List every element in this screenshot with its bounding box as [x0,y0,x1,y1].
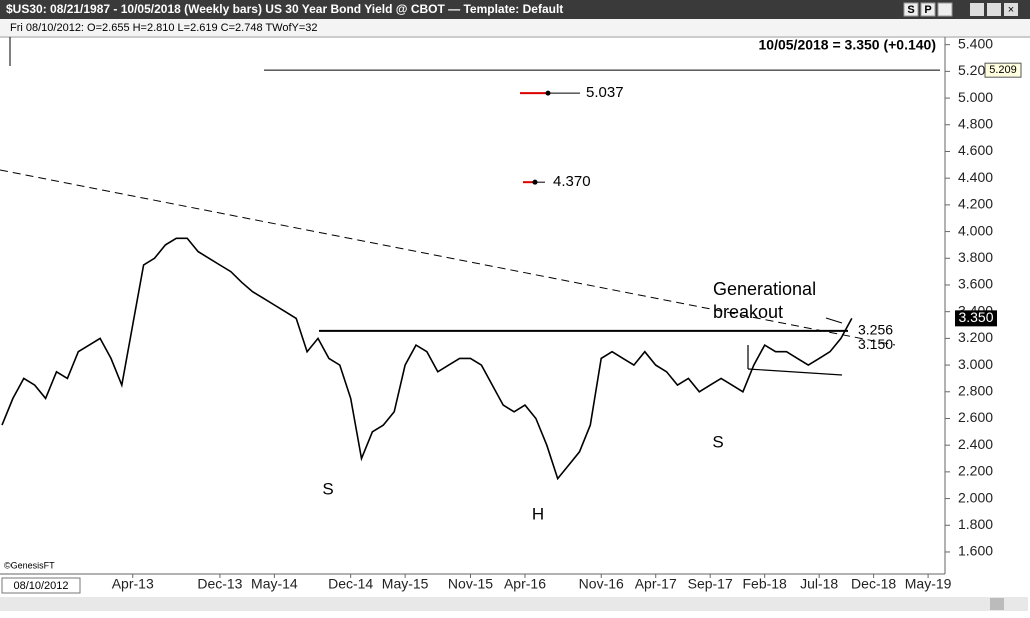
s-button[interactable] [903,2,919,17]
y-tick-label: 4.000 [958,222,993,238]
y-tick-label: 3.800 [958,249,993,265]
cursor-date: 08/10/2012 [13,580,68,592]
y-tick-label: 4.600 [958,142,993,158]
y-tick-label: 2.400 [958,436,993,452]
scrollbar[interactable] [0,597,1028,611]
y-tick-label: 3.600 [958,276,993,292]
x-tick-label: Dec-14 [328,576,373,592]
x-tick-label: Apr-17 [635,576,677,592]
cursor-level-label: 5.209 [989,64,1017,76]
headline: 10/05/2018 = 3.350 (+0.140) [759,37,936,53]
level-dot [532,179,538,185]
y-tick-label: 2.000 [958,489,993,505]
y-tick-label: 2.800 [958,382,993,398]
annotation-arrow [825,317,843,324]
title-bar [0,0,1030,19]
restore-button[interactable] [987,3,1001,16]
cursor-level-box [984,62,1022,78]
cursor-date-box [1,577,81,594]
close-icon: × [1008,4,1014,16]
scroll-thumb[interactable] [990,598,1004,610]
price-line [1,237,853,481]
level-label: 5.037 [586,84,624,101]
trendline-label: 3.150 [858,336,893,352]
close-button[interactable] [1004,3,1018,16]
x-tick-label: May-15 [382,576,429,592]
x-tick-label: May-14 [251,576,298,592]
x-tick-label: Apr-13 [112,576,154,592]
y-tick-label: 5.400 [958,35,993,51]
last-value-label: 3.350 [958,309,993,325]
trendline [0,169,896,346]
p-button-label: P [924,4,931,16]
level-dot [545,90,551,96]
x-tick-label: Dec-13 [197,576,242,592]
y-tick-label: 2.600 [958,409,993,425]
status-text: Fri 08/10/2012: O=2.655 H=2.810 L=2.619 … [10,22,318,34]
y-tick-label: 5.200 [958,62,993,78]
p-button[interactable] [920,2,936,17]
status-bar [0,19,1030,36]
x-tick-label: Jul-18 [800,576,838,592]
pattern-label: S [712,432,723,451]
x-tick-label: Feb-18 [742,576,787,592]
y-tick-label: 1.800 [958,516,993,532]
pin-button[interactable] [937,2,953,17]
x-tick-label: Sep-17 [688,576,733,592]
wedge-line [747,368,843,376]
x-tick-label: Dec-18 [851,576,896,592]
y-tick-label: 3.000 [958,356,993,372]
y-tick-label: 4.800 [958,115,993,131]
annotation: Generational [713,279,816,299]
y-tick-label: 3.200 [958,329,993,345]
annotation: breakout [713,302,783,322]
x-tick-label: Nov-15 [448,576,493,592]
y-tick-label: 4.400 [958,169,993,185]
y-tick-label: 5.000 [958,89,993,105]
window-title: $US30: 08/21/1987 - 10/05/2018 (Weekly b… [6,2,563,16]
resistance-label: 3.256 [858,322,893,338]
s-button-label: S [907,4,914,16]
last-value-box [955,310,997,327]
level-label: 4.370 [553,173,591,190]
minimize-button[interactable] [970,3,984,16]
x-tick-label: May-19 [905,576,952,592]
x-tick-label: Apr-16 [504,576,546,592]
x-tick-label: Nov-16 [579,576,624,592]
pattern-label: H [532,504,544,523]
pattern-label: S [322,479,333,498]
watermark: ©GenesisFT [4,560,55,570]
y-tick-label: 1.600 [958,543,993,559]
y-tick-label: 2.200 [958,463,993,479]
y-tick-label: 4.200 [958,196,993,212]
